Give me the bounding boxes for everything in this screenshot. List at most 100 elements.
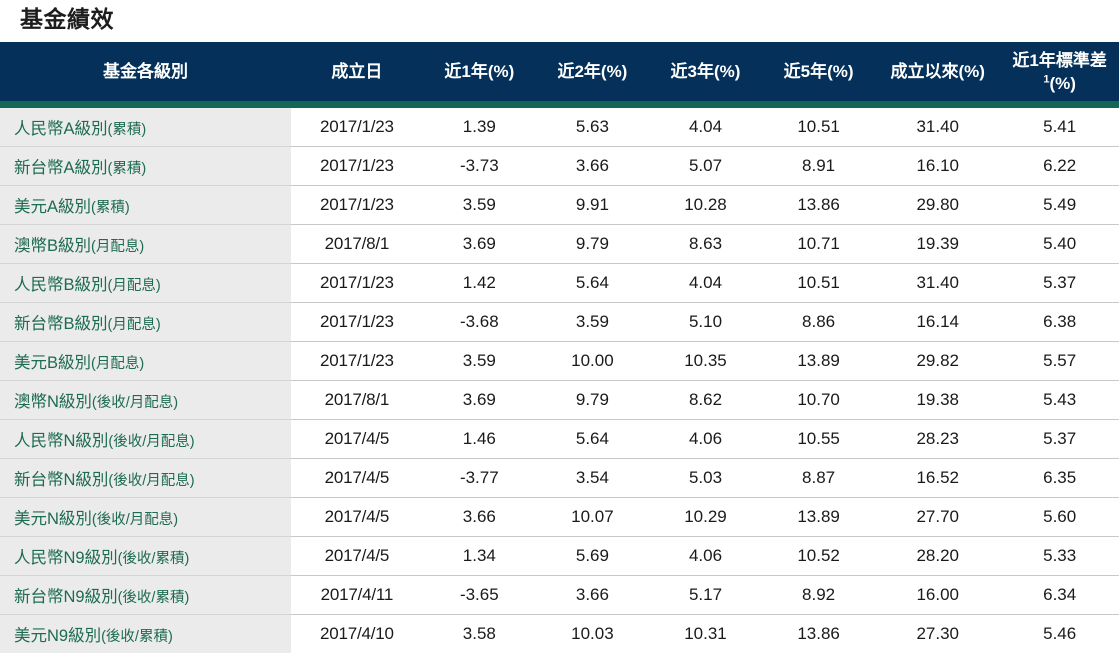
column-header-since-inception: 成立以來(%) xyxy=(875,42,1000,101)
cell-return-5y: 13.89 xyxy=(762,498,875,537)
cell-return-1y: -3.77 xyxy=(423,459,536,498)
cell-fund-class: 新台幣N9級別(後收/累積) xyxy=(0,576,291,615)
fund-class-qualifier: (後收/月配息) xyxy=(92,395,178,411)
cell-inception-date: 2017/8/1 xyxy=(291,381,423,420)
cell-return-5y: 13.89 xyxy=(762,342,875,381)
fund-class-main: 美元N級別 xyxy=(14,510,92,528)
fund-class-qualifier: (月配息) xyxy=(91,356,144,372)
cell-stdev-1y: 5.40 xyxy=(1000,225,1119,264)
cell-return-2y: 5.69 xyxy=(536,537,649,576)
cell-inception-date: 2017/1/23 xyxy=(291,303,423,342)
cell-fund-class: 人民幣N級別(後收/月配息) xyxy=(0,420,291,459)
fund-class-main: 美元N9級別 xyxy=(14,627,101,645)
fund-class-main: 人民幣B級別 xyxy=(14,276,108,294)
cell-return-5y: 10.55 xyxy=(762,420,875,459)
fund-class-main: 人民幣N9級別 xyxy=(14,549,118,567)
cell-return-5y: 10.70 xyxy=(762,381,875,420)
cell-fund-class: 澳幣N級別(後收/月配息) xyxy=(0,381,291,420)
cell-fund-class: 新台幣A級別(累積) xyxy=(0,147,291,186)
cell-inception-date: 2017/1/23 xyxy=(291,342,423,381)
fund-class-main: 人民幣A級別 xyxy=(14,120,108,138)
fund-class-qualifier: (後收/月配息) xyxy=(92,512,178,528)
fund-class-main: 澳幣B級別 xyxy=(14,237,91,255)
cell-stdev-1y: 5.43 xyxy=(1000,381,1119,420)
cell-stdev-1y: 5.37 xyxy=(1000,264,1119,303)
cell-return-1y: 3.59 xyxy=(423,342,536,381)
cell-return-1y: 1.39 xyxy=(423,108,536,147)
cell-inception-date: 2017/1/23 xyxy=(291,264,423,303)
cell-inception-date: 2017/4/5 xyxy=(291,420,423,459)
cell-inception-date: 2017/4/10 xyxy=(291,615,423,653)
cell-return-1y: 3.58 xyxy=(423,615,536,653)
cell-return-2y: 10.00 xyxy=(536,342,649,381)
cell-return-2y: 5.63 xyxy=(536,108,649,147)
cell-fund-class: 新台幣N級別(後收/月配息) xyxy=(0,459,291,498)
cell-inception-date: 2017/1/23 xyxy=(291,186,423,225)
cell-return-since-inception: 16.14 xyxy=(875,303,1000,342)
cell-return-5y: 10.71 xyxy=(762,225,875,264)
header-green-rule-fill xyxy=(0,101,1119,108)
fund-class-qualifier: (後收/累積) xyxy=(101,629,173,645)
cell-fund-class: 美元B級別(月配息) xyxy=(0,342,291,381)
cell-return-1y: 3.69 xyxy=(423,381,536,420)
fund-class-qualifier: (後收/月配息) xyxy=(108,434,194,450)
cell-stdev-1y: 5.57 xyxy=(1000,342,1119,381)
cell-return-2y: 10.07 xyxy=(536,498,649,537)
cell-return-1y: 1.46 xyxy=(423,420,536,459)
fund-performance-table: 基金各級別 成立日 近1年(%) 近2年(%) 近3年(%) 近5年(%) 成立… xyxy=(0,42,1119,653)
cell-fund-class: 人民幣A級別(累積) xyxy=(0,108,291,147)
cell-inception-date: 2017/4/5 xyxy=(291,459,423,498)
column-header-inception-date: 成立日 xyxy=(291,42,423,101)
cell-stdev-1y: 5.41 xyxy=(1000,108,1119,147)
cell-return-1y: -3.73 xyxy=(423,147,536,186)
fund-class-qualifier: (月配息) xyxy=(108,317,161,333)
cell-inception-date: 2017/4/11 xyxy=(291,576,423,615)
stdev-label-post: (%) xyxy=(1049,74,1075,93)
fund-class-qualifier: (月配息) xyxy=(91,239,144,255)
cell-stdev-1y: 5.33 xyxy=(1000,537,1119,576)
cell-return-3y: 10.29 xyxy=(649,498,762,537)
cell-return-2y: 9.79 xyxy=(536,381,649,420)
column-header-1y-stdev: 近1年標準差1(%) xyxy=(1000,42,1119,101)
cell-return-since-inception: 27.30 xyxy=(875,615,1000,653)
cell-return-3y: 5.07 xyxy=(649,147,762,186)
cell-fund-class: 美元N9級別(後收/累積) xyxy=(0,615,291,653)
cell-return-3y: 4.04 xyxy=(649,264,762,303)
header-green-rule xyxy=(0,101,1119,108)
cell-return-1y: 1.42 xyxy=(423,264,536,303)
cell-return-3y: 5.17 xyxy=(649,576,762,615)
table-header-row: 基金各級別 成立日 近1年(%) 近2年(%) 近3年(%) 近5年(%) 成立… xyxy=(0,42,1119,101)
cell-inception-date: 2017/1/23 xyxy=(291,108,423,147)
table-header: 基金各級別 成立日 近1年(%) 近2年(%) 近3年(%) 近5年(%) 成立… xyxy=(0,42,1119,108)
cell-return-5y: 8.91 xyxy=(762,147,875,186)
cell-return-5y: 8.87 xyxy=(762,459,875,498)
cell-return-2y: 9.79 xyxy=(536,225,649,264)
fund-class-main: 澳幣N級別 xyxy=(14,393,92,411)
cell-stdev-1y: 6.38 xyxy=(1000,303,1119,342)
cell-stdev-1y: 5.46 xyxy=(1000,615,1119,653)
cell-inception-date: 2017/4/5 xyxy=(291,537,423,576)
cell-return-1y: 1.34 xyxy=(423,537,536,576)
cell-return-since-inception: 28.20 xyxy=(875,537,1000,576)
fund-class-qualifier: (累積) xyxy=(108,161,147,177)
cell-return-1y: 3.69 xyxy=(423,225,536,264)
fund-class-main: 人民幣N級別 xyxy=(14,432,108,450)
fund-class-main: 新台幣B級別 xyxy=(14,315,108,333)
cell-return-3y: 10.35 xyxy=(649,342,762,381)
cell-return-3y: 5.10 xyxy=(649,303,762,342)
fund-class-qualifier: (後收/月配息) xyxy=(108,473,194,489)
cell-return-since-inception: 16.00 xyxy=(875,576,1000,615)
cell-return-3y: 5.03 xyxy=(649,459,762,498)
cell-return-3y: 8.62 xyxy=(649,381,762,420)
cell-return-2y: 3.66 xyxy=(536,147,649,186)
column-header-3y: 近3年(%) xyxy=(649,42,762,101)
cell-return-since-inception: 19.38 xyxy=(875,381,1000,420)
